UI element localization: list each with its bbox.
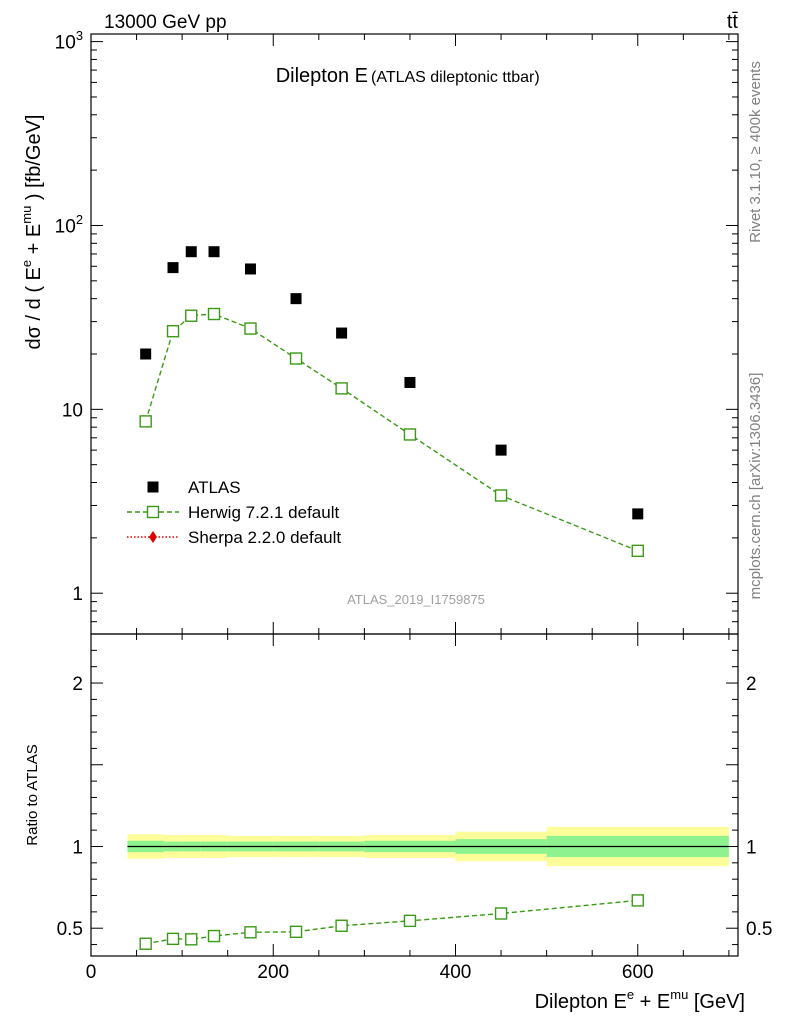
series-line: [145, 313, 639, 552]
data-point: [289, 352, 303, 365]
data-point: [403, 428, 417, 441]
x-axis-label: Dilepton Ee + Emu [GeV]: [535, 987, 745, 1013]
x-tick-label: 200: [257, 962, 289, 983]
data-point: [403, 914, 417, 928]
data-point: [631, 544, 644, 558]
data-point: [335, 919, 348, 932]
data-point: [335, 382, 348, 395]
data-point: [494, 907, 508, 920]
data-point: [336, 327, 348, 339]
data-point: [207, 307, 221, 321]
data-point: [495, 444, 507, 456]
data-point: [185, 246, 197, 258]
data-point: [166, 932, 180, 946]
data-point: [494, 489, 508, 502]
data-point: [244, 926, 257, 939]
y-tick-label-ratio-right: 2: [746, 674, 757, 695]
legend-label: Herwig 7.2.1 default: [188, 503, 339, 522]
y-tick-label-ratio-right: 1: [746, 837, 757, 858]
data-point: [139, 415, 152, 428]
legend-marker: [149, 531, 157, 543]
series-line: [145, 899, 638, 945]
data-point: [290, 293, 302, 305]
data-point: [631, 894, 644, 907]
data-point: [244, 263, 256, 275]
data-point: [140, 348, 152, 360]
data-point: [632, 508, 644, 520]
legend-marker: [146, 505, 160, 519]
y-tick-label-main: 10: [62, 400, 83, 421]
ratio-y-axis-label: Ratio to ATLAS: [24, 744, 41, 845]
y-tick-label-ratio: 1: [72, 837, 83, 858]
y-tick-label-main: 103: [55, 28, 83, 54]
data-point: [185, 933, 198, 946]
ratio-panel: Ratio to ATLAS 0.5 0.5 1 1 2 2 0 200 400 600 Dil…: [24, 633, 772, 1013]
y-tick-label-ratio: 0.5: [57, 919, 83, 940]
data-point: [166, 325, 180, 338]
x-tick-label: 400: [440, 962, 472, 983]
data-point: [207, 929, 221, 943]
x-tick-label: 0: [86, 962, 97, 983]
x-tick-label: 600: [622, 962, 654, 983]
legend: ATLAS Herwig 7.2.1 default Sherpa 2.2.0 de…: [127, 478, 341, 547]
main-y-axis-label: dσ / d ( Ee + Emu ) [fb/GeV]: [19, 115, 45, 350]
process-label: tt̄: [727, 11, 739, 33]
rivet-version-label: Rivet 3.1.10, ≥ 400k events: [747, 61, 764, 243]
main-subtitle: (ATLAS dileptonic ttbar): [371, 69, 540, 86]
y-tick-label-ratio: 2: [72, 674, 83, 695]
data-point: [289, 925, 303, 939]
legend-label: Sherpa 2.2.0 default: [188, 528, 341, 547]
y-tick-label-main: 1: [72, 584, 83, 605]
data-point: [139, 937, 152, 950]
ratio-frame: [90, 633, 739, 957]
y-tick-label-main: 102: [55, 212, 83, 238]
main-panel: Dilepton E (ATLAS dileptonic ttbar) ATLA…: [19, 28, 739, 635]
data-point: [244, 322, 257, 335]
collision-label: 13000 GeV pp: [104, 12, 227, 33]
data-point: [404, 376, 416, 388]
analysis-watermark: ATLAS_2019_I1759875: [347, 592, 485, 607]
mcplots-reference-label: mcplots.cern.ch [arXiv:1306.3436]: [747, 373, 764, 600]
legend-marker: [147, 481, 159, 493]
data-point: [185, 309, 198, 322]
data-point: [208, 246, 220, 258]
y-tick-label-ratio-right: 0.5: [746, 919, 772, 940]
data-point: [167, 262, 179, 274]
main-title: Dilepton E: [276, 65, 368, 87]
legend-label: ATLAS: [188, 478, 241, 497]
